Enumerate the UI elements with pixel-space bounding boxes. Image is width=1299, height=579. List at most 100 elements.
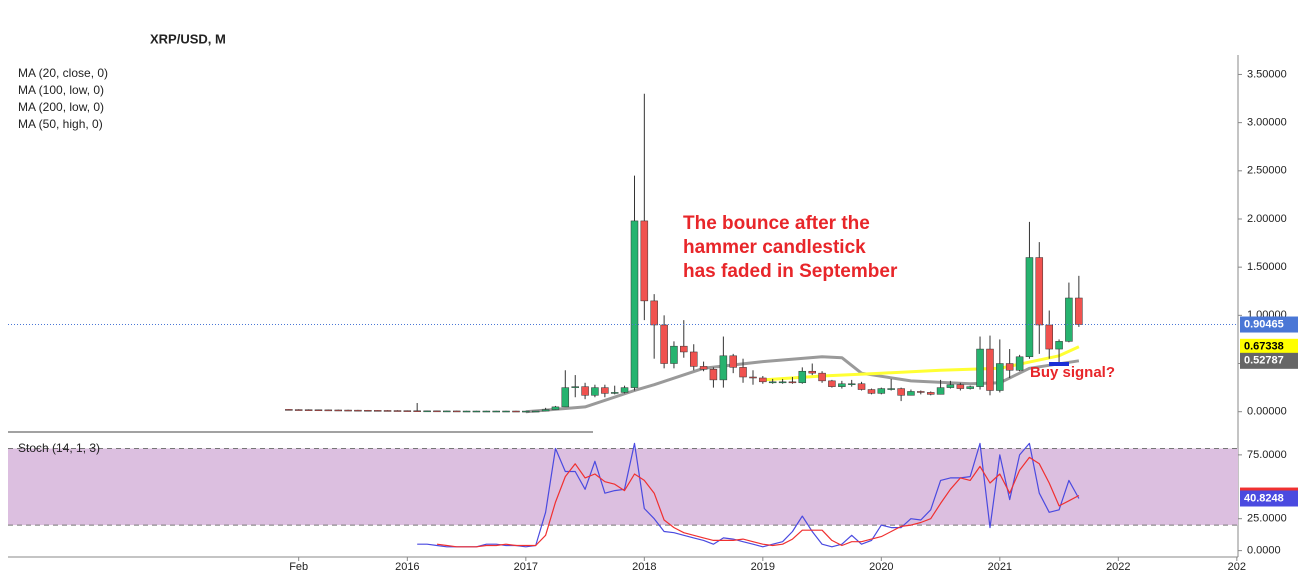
candle-body: [364, 409, 372, 412]
stoch-line: [436, 456, 1080, 548]
x-tick-label: 2016: [395, 561, 419, 573]
candle-body: [650, 300, 658, 326]
candle-body: [847, 383, 856, 385]
candle-body: [818, 372, 826, 382]
value-label-box: [1240, 352, 1298, 369]
y-tick-label: 2.00000: [1247, 213, 1287, 225]
candle-body: [541, 409, 550, 412]
candle-body: [354, 409, 362, 412]
candle-body: [719, 355, 728, 381]
x-tick-label: 2017: [514, 561, 538, 573]
x-tick-label: 2021: [988, 561, 1012, 573]
candle-body: [581, 386, 589, 396]
candle-body: [1035, 257, 1044, 326]
candle-body: [1055, 341, 1063, 350]
candle-body: [1005, 363, 1014, 371]
candle-body: [443, 410, 451, 413]
x-tick-label: 2020: [869, 561, 893, 573]
stoch-line: [417, 442, 1080, 548]
candle-body: [749, 376, 757, 379]
candle-body: [966, 386, 974, 389]
candle-body: [828, 380, 836, 387]
candle-body: [462, 410, 471, 413]
candle-body: [739, 367, 747, 378]
candle-body: [512, 410, 520, 413]
candle-body: [729, 355, 737, 368]
candle-body: [591, 387, 599, 396]
candle-body: [334, 409, 343, 412]
value-label: 0.90465: [1244, 318, 1284, 330]
y-tick-label: 1.50000: [1247, 261, 1287, 273]
candle-body: [808, 370, 816, 374]
candle-body: [452, 410, 461, 413]
candle-body: [926, 392, 935, 395]
candle-body: [285, 409, 293, 411]
candle-body: [304, 409, 313, 411]
y-tick-label: 3.00000: [1247, 117, 1287, 129]
candle-body: [482, 410, 491, 413]
candle-body: [601, 387, 609, 394]
y-tick-label: 0.00000: [1247, 406, 1287, 418]
stoch-title: Stoch (14, 1, 3): [18, 441, 100, 455]
candle-body: [610, 392, 619, 394]
candle-body: [551, 406, 560, 410]
y-tick-label: 75.0000: [1247, 449, 1287, 461]
value-label-box: [1240, 490, 1298, 507]
candle-body: [936, 387, 945, 395]
candle-body: [680, 345, 688, 353]
x-tick-label: 202: [1228, 561, 1246, 573]
buy-marker: [1049, 362, 1069, 366]
candle-body: [433, 410, 441, 413]
candle-body: [759, 377, 767, 383]
candle-body: [393, 410, 402, 412]
value-label-box: [1240, 316, 1298, 333]
candle-body: [522, 410, 530, 413]
candle-body: [620, 387, 629, 393]
y-tick-label: 0.0000: [1247, 545, 1281, 557]
candle-body: [324, 409, 333, 412]
candle-body: [976, 348, 984, 387]
value-label: 40.8248: [1244, 492, 1284, 504]
candle-body: [492, 410, 500, 413]
candle-body: [344, 409, 352, 412]
x-tick-label: 2018: [632, 561, 656, 573]
value-label: 0.52787: [1244, 355, 1284, 367]
candle-body: [314, 409, 323, 412]
indicator-label: MA (200, low, 0): [18, 100, 104, 114]
candle-body: [561, 387, 570, 408]
candle-body: [423, 410, 431, 413]
candle-body: [907, 391, 915, 396]
candle-body: [917, 391, 925, 393]
x-tick-label: Feb: [289, 561, 308, 573]
candle-body: [956, 384, 965, 389]
candle-body: [857, 383, 866, 390]
annotation: hammer candlestick: [683, 237, 866, 258]
stoch-band: [8, 448, 1238, 526]
candle-body: [788, 381, 797, 384]
candle-body: [531, 410, 540, 413]
y-tick-label: 2.50000: [1247, 165, 1287, 177]
candle-body: [798, 370, 807, 384]
candle-body: [699, 366, 708, 370]
annotation: Buy signal?: [1030, 364, 1115, 381]
candle-body: [867, 389, 876, 394]
candle-body: [383, 410, 392, 412]
candle-body: [502, 410, 510, 413]
candle-body: [640, 220, 649, 302]
candle-body: [670, 345, 678, 364]
candle-body: [838, 383, 846, 387]
y-tick-label: 3.50000: [1247, 68, 1287, 80]
annotation: has faded in September: [683, 261, 898, 282]
candle-body: [996, 363, 1004, 391]
value-label-box: [1240, 338, 1298, 355]
candle-body: [768, 381, 777, 384]
candle-body: [630, 220, 639, 388]
x-tick-label: 2019: [751, 561, 775, 573]
candle-body: [986, 348, 994, 391]
candle-body: [1045, 324, 1053, 350]
candle-body: [660, 324, 668, 364]
candle-body: [946, 384, 955, 388]
indicator-label: MA (20, close, 0): [18, 66, 108, 80]
x-tick-label: 2022: [1106, 561, 1130, 573]
